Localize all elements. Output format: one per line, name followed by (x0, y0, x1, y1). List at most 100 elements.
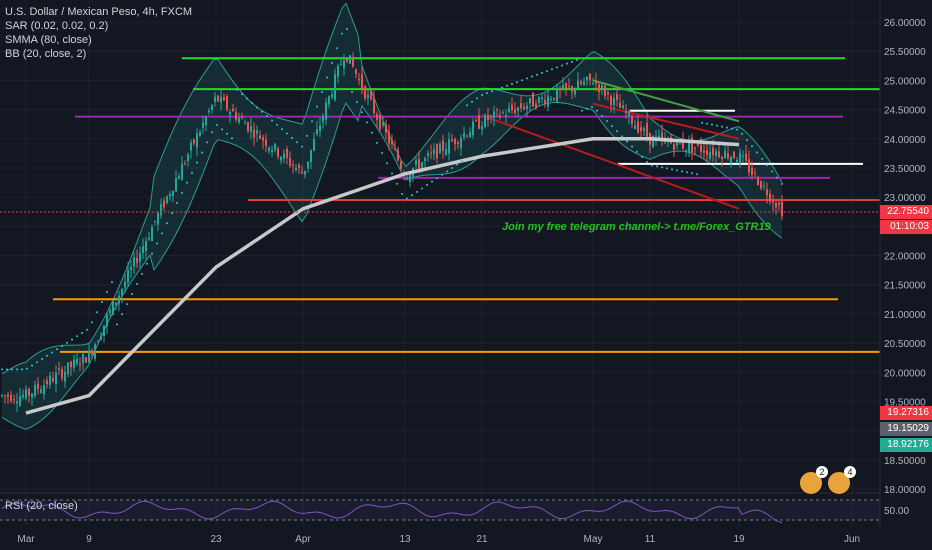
sar-dot (606, 119, 608, 122)
candle-body (67, 362, 69, 375)
sar-dot (66, 341, 68, 344)
symbol-title[interactable]: U.S. Dollar / Mexican Peso, 4h, FXCM (5, 6, 193, 18)
sar-dot (676, 169, 678, 172)
candle-body (691, 137, 693, 153)
candle-body (88, 350, 90, 363)
candle-body (538, 96, 540, 103)
sar-dot (491, 90, 493, 93)
candle-body (184, 163, 186, 165)
candle-body (136, 258, 138, 264)
bb-lower-line (1, 102, 783, 430)
candle-body (316, 129, 318, 135)
candle-body (79, 363, 81, 366)
candle-body (358, 78, 360, 80)
trend-line-red (592, 102, 740, 140)
candle-body (61, 368, 63, 379)
candle-body (208, 110, 210, 113)
candle-body (259, 135, 261, 139)
candle-body (451, 139, 453, 142)
candle-body (484, 114, 486, 127)
candle-body (70, 361, 72, 368)
candle-body (4, 395, 6, 397)
sar-dot (271, 119, 273, 122)
sar-dot (56, 348, 58, 351)
sar-dot (326, 76, 328, 79)
candle-body (778, 202, 780, 205)
candle-body (382, 122, 384, 126)
candle-body (571, 86, 573, 92)
candle-body (205, 117, 207, 125)
events-flag-icon[interactable]: 2 (798, 466, 828, 496)
sar-dot (136, 282, 138, 285)
candle-body (409, 174, 411, 182)
candle-body (448, 139, 450, 154)
candle-body (610, 95, 612, 105)
candle-body (589, 73, 591, 81)
sar-dot (341, 32, 343, 35)
candle-body (682, 140, 684, 149)
candle-body (619, 102, 621, 108)
candle-body (640, 127, 642, 132)
sar-dot (521, 79, 523, 82)
sar-dot (291, 136, 293, 139)
candle-body (607, 92, 609, 95)
sar-dot (156, 242, 158, 245)
sar-dot (561, 64, 563, 67)
sar-dot (601, 114, 603, 117)
candle-body (526, 105, 528, 110)
candle-body (475, 120, 477, 122)
events-flag-icon[interactable]: 4 (826, 466, 856, 496)
sar-dot (261, 110, 263, 113)
sar-dot (396, 182, 398, 185)
sar-dot (626, 140, 628, 143)
sar-dot (581, 109, 583, 112)
sar-dot (686, 171, 688, 174)
candle-body (505, 115, 507, 117)
candle-body (193, 139, 195, 144)
candle-body (232, 108, 234, 112)
candle-body (361, 74, 363, 89)
sar-indicator-label[interactable]: SAR (0.02, 0.02, 0.2) (5, 20, 109, 32)
sar-dot (651, 164, 653, 167)
bb-indicator-label[interactable]: BB (20, close, 2) (5, 48, 87, 60)
candle-body (439, 143, 441, 154)
sar-dot (296, 141, 298, 144)
candle-body (574, 88, 576, 95)
rsi-indicator-label[interactable]: RSI (20, close) (5, 500, 78, 512)
sar-dot (751, 145, 753, 148)
sar-dot (191, 171, 193, 174)
candle-body (736, 159, 738, 163)
sar-dot (256, 106, 258, 109)
candle-body (94, 344, 96, 360)
candle-body (223, 97, 225, 101)
sar-dot (496, 88, 498, 91)
candle-body (481, 126, 483, 130)
sar-dot (281, 128, 283, 131)
candle-body (760, 181, 762, 189)
sar-dot (761, 157, 763, 160)
candle-body (769, 193, 771, 202)
sar-dot (616, 130, 618, 133)
candle-body (673, 144, 675, 150)
candle-body (25, 389, 27, 399)
candle-body (517, 107, 519, 112)
candle-body (385, 124, 387, 133)
candle-body (334, 74, 336, 100)
smma-indicator-label[interactable]: SMMA (80, close) (5, 34, 92, 46)
sar-dot (36, 361, 38, 364)
sar-dot (476, 97, 478, 100)
candle-body (430, 152, 432, 154)
candle-body (688, 142, 690, 153)
candle-body (391, 140, 393, 145)
sar-dot (741, 132, 743, 135)
candle-body (379, 115, 381, 130)
sar-dot (201, 151, 203, 154)
candle-body (436, 144, 438, 159)
candle-body (553, 97, 555, 100)
candle-body (364, 86, 366, 99)
candle-body (346, 58, 348, 62)
candle-body (355, 69, 357, 74)
y-tick-label: 18.50000 (884, 456, 926, 467)
sar-dot (536, 73, 538, 76)
